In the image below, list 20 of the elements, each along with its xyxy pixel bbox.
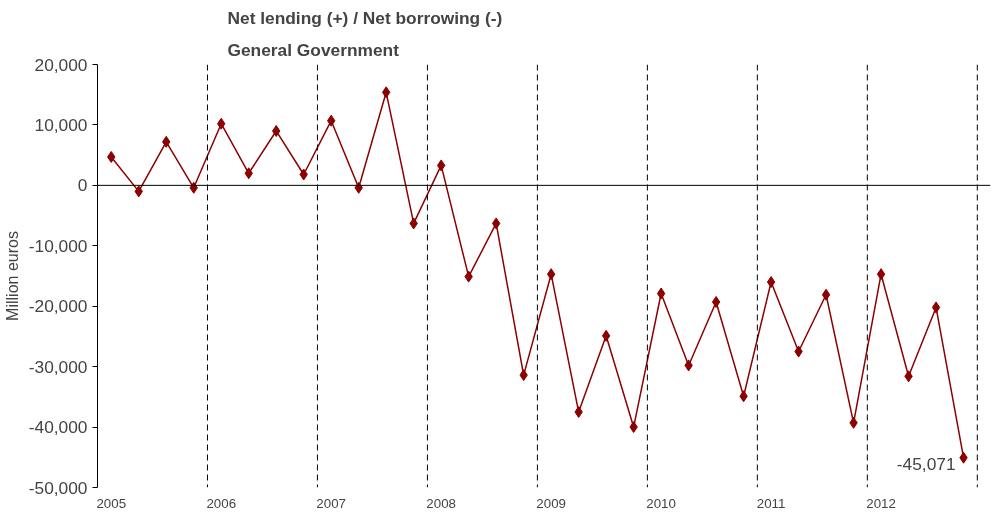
x-tick-label: 2010 [646,495,676,511]
x-tick-label: 2007 [316,495,347,511]
y-tick-label: 10,000 [34,114,88,135]
y-tick-label: 0 [77,175,88,196]
x-tick-label: 2009 [536,495,566,511]
data-label: -45,071 [896,453,956,474]
x-tick-label: 2011 [756,495,786,511]
y-tick-label: -30,000 [28,356,88,377]
x-tick-label: 2006 [206,495,237,511]
y-tick-label: -40,000 [28,417,88,438]
chart-subtitle: General Government [227,39,400,60]
x-tick-label: 2008 [426,495,456,511]
y-tick-label: 20,000 [34,54,88,75]
y-tick-label: -50,000 [28,477,88,498]
x-tick-label: 2012 [866,495,896,511]
y-tick-label: -20,000 [28,296,88,317]
y-tick-label: -10,000 [28,235,88,256]
y-axis-title: Million euros [3,231,21,321]
chart-title: Net lending (+) / Net borrowing (-) [227,7,503,28]
x-tick-label: 2005 [96,495,127,511]
